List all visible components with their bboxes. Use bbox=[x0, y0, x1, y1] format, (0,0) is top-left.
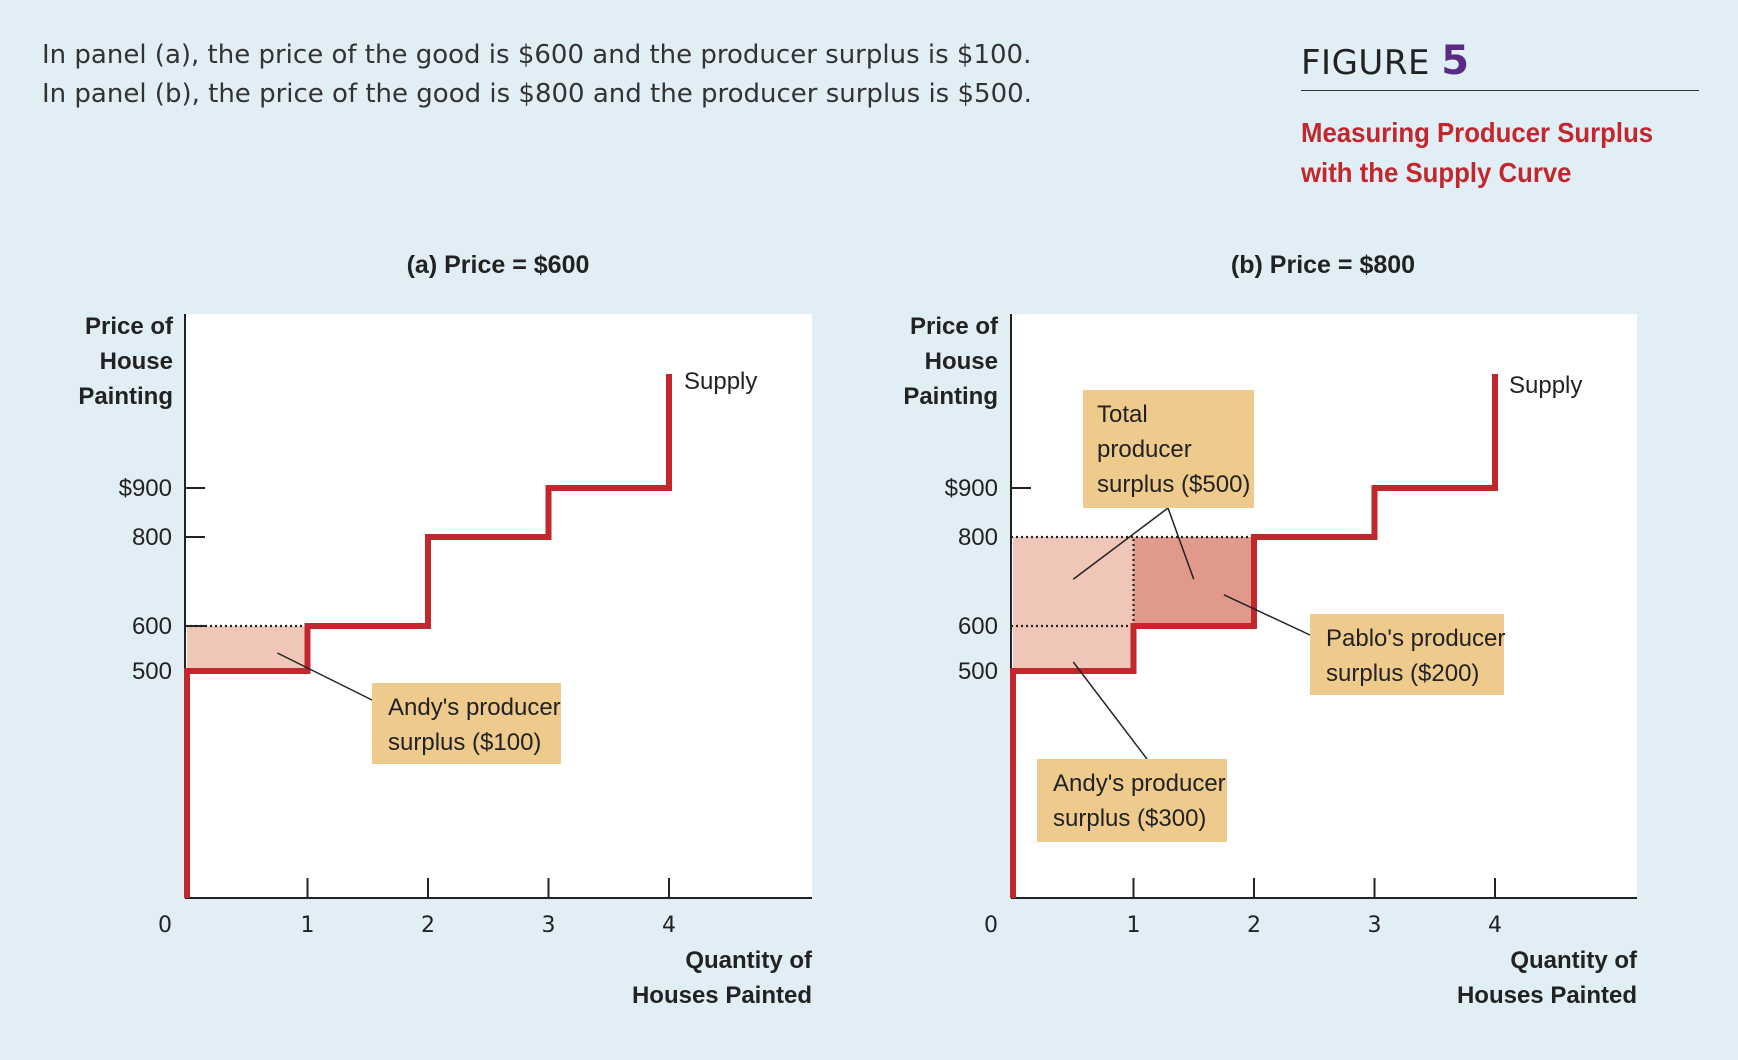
panel-a-y-axis-label-2: Painting bbox=[78, 383, 173, 410]
panel-a-y-tick-label-500: 500 bbox=[132, 658, 172, 685]
panel-b-x-tick-label-3: 3 bbox=[1368, 913, 1382, 938]
panel-b-x-tick-label-1: 1 bbox=[1127, 913, 1141, 938]
panel-b-annotation-0-text-2: surplus ($500) bbox=[1097, 471, 1250, 498]
panel-b-y-tick-label-600: 600 bbox=[958, 613, 998, 640]
panel-a-x-tick-label-1: 1 bbox=[301, 913, 315, 938]
panel-a-y-tick-label-800: 800 bbox=[132, 524, 172, 551]
panel-b-x-tick-label-4: 4 bbox=[1488, 913, 1502, 938]
panel-b-x-axis-label-1: Houses Painted bbox=[1457, 982, 1637, 1009]
panel-b-annotation-1-text-1: surplus ($200) bbox=[1326, 660, 1479, 687]
figure-header: FIGURE 5 Measuring Producer Surplus with… bbox=[1301, 38, 1699, 193]
caption-line-1: In panel (a), the price of the good is $… bbox=[42, 40, 1032, 70]
figure-subtitle-line-2: with the Supply Curve bbox=[1301, 157, 1572, 188]
panel-b-y-axis-label-0: Price of bbox=[910, 313, 999, 340]
figure-word: FIGURE bbox=[1301, 43, 1430, 83]
panel-a-title: (a) Price = $600 bbox=[407, 251, 590, 279]
panel-b-annotation-1-box bbox=[1310, 614, 1504, 695]
panel-b-surplus-region-1 bbox=[1133, 537, 1254, 626]
panel-b-y-axis-label-2: Painting bbox=[903, 383, 998, 410]
panel-a-annotation-0-leader-0 bbox=[277, 652, 373, 701]
panel-b-annotation-0-leader-1 bbox=[1167, 507, 1195, 580]
panel-b-annotation-2-text-1: surplus ($300) bbox=[1053, 805, 1206, 832]
panel-b-y-tick-label-800: 800 bbox=[958, 524, 998, 551]
panel-a-x-axis-label-0: Quantity of bbox=[685, 947, 813, 974]
panel-a-surplus-region-0 bbox=[187, 626, 308, 671]
panel-b-annotation-1-text-0: Pablo's producer bbox=[1326, 625, 1505, 652]
figure-subtitle: Measuring Producer Surplus with the Supp… bbox=[1301, 113, 1667, 193]
panel-a-y-tick-label-600: 600 bbox=[132, 613, 172, 640]
panel-a-origin-label: 0 bbox=[158, 913, 172, 938]
figure-subtitle-line-1: Measuring Producer Surplus bbox=[1301, 117, 1654, 148]
panel-b-annotation-1-leader-0 bbox=[1223, 594, 1311, 636]
panel-a-y-axis-label-0: Price of bbox=[85, 313, 174, 340]
panel-b-annotation-0-text-0: Total bbox=[1097, 401, 1148, 428]
panel-b-x-axis-label-0: Quantity of bbox=[1510, 947, 1638, 974]
panel-b-x-tick-label-2: 2 bbox=[1247, 913, 1261, 938]
panel-a-annotation-0-text-0: Andy's producer bbox=[388, 694, 561, 721]
panel-a-x-tick-label-4: 4 bbox=[662, 913, 676, 938]
panel-b-annotation-0-leader-0 bbox=[1072, 507, 1169, 580]
panel-b-origin-label: 0 bbox=[984, 913, 998, 938]
panel-b-y-tick-label-900: $900 bbox=[945, 475, 998, 502]
panel-b-annotation-0-text-1: producer bbox=[1097, 436, 1192, 463]
panel-b-surplus-region-0 bbox=[1013, 537, 1134, 671]
panel-a-annotation-0-box bbox=[372, 683, 561, 764]
panel-a-x-axis-label-1: Houses Painted bbox=[632, 982, 812, 1009]
figure-number: 5 bbox=[1441, 38, 1470, 84]
panel-a-x-tick-label-2: 2 bbox=[421, 913, 435, 938]
panel-a-plot-area bbox=[185, 314, 812, 898]
panel-a-supply-label: Supply bbox=[684, 368, 757, 395]
panel-a-y-axis-label-1: House bbox=[100, 348, 173, 375]
panel-b-y-tick-label-500: 500 bbox=[958, 658, 998, 685]
panel-b-supply-label: Supply bbox=[1509, 372, 1582, 399]
caption: In panel (a), the price of the good is $… bbox=[42, 36, 1032, 114]
panel-a-supply-curve bbox=[184, 374, 672, 898]
panel-b-supply-curve bbox=[1010, 374, 1498, 898]
caption-line-2: In panel (b), the price of the good is $… bbox=[42, 79, 1032, 109]
panel-b-y-axis-label-1: House bbox=[925, 348, 998, 375]
panel-b-annotation-2-box bbox=[1037, 759, 1227, 842]
panel-b-annotation-2-leader-0 bbox=[1072, 661, 1148, 760]
panel-a-y-tick-label-900: $900 bbox=[119, 475, 172, 502]
panel-b-annotation-0-box bbox=[1083, 390, 1254, 508]
figure-label: FIGURE 5 bbox=[1301, 38, 1699, 91]
panel-b-annotation-2-text-0: Andy's producer bbox=[1053, 770, 1226, 797]
panel-a-annotation-0-text-1: surplus ($100) bbox=[388, 729, 541, 756]
panel-a-x-tick-label-3: 3 bbox=[542, 913, 556, 938]
panel-b-title: (b) Price = $800 bbox=[1231, 251, 1415, 279]
